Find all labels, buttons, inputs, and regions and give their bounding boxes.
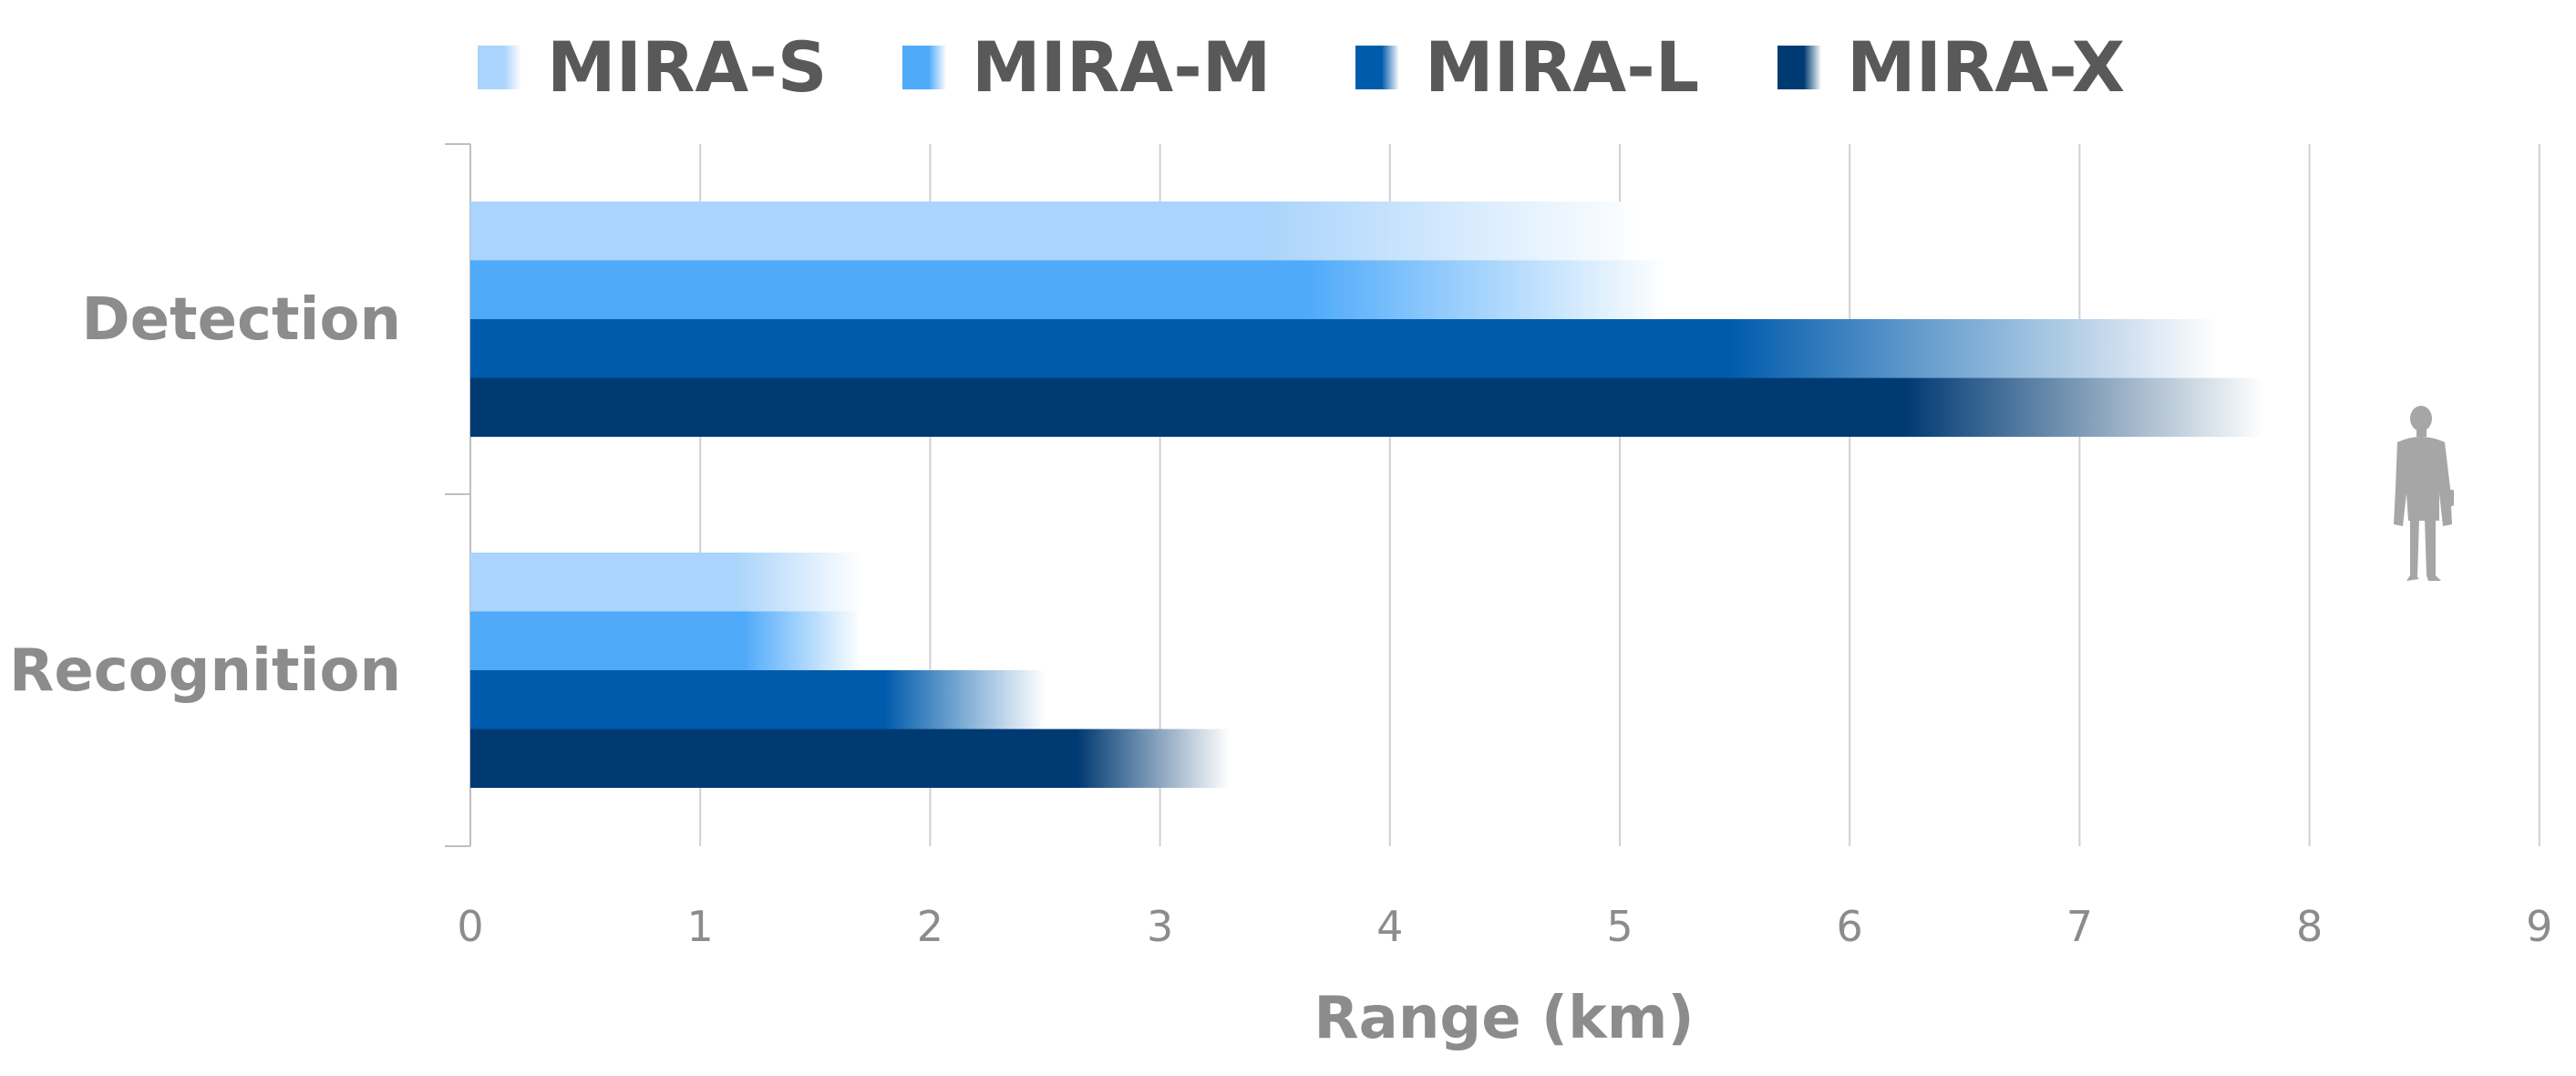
bar-mira-m-detection (470, 260, 1666, 319)
legend-label: MIRA-S (547, 26, 828, 108)
bars (470, 202, 2264, 788)
bar-mira-x-recognition (470, 729, 1230, 788)
legend-item: MIRA-M (902, 26, 1271, 108)
x-tick-label: 3 (1147, 902, 1173, 951)
x-axis-title: Range (km) (1314, 985, 1694, 1052)
legend-swatch (1777, 46, 1821, 89)
bar-mira-x-detection (470, 378, 2264, 437)
bar-mira-s-recognition (470, 553, 861, 612)
category-labels: Detection Recognition (9, 286, 401, 705)
legend-label: MIRA-L (1425, 26, 1699, 108)
y-axis (445, 143, 471, 847)
bar-mira-s-detection (470, 202, 1643, 261)
legend: MIRA-S MIRA-M MIRA-L MIRA-X (478, 26, 2125, 108)
category-label: Detection (81, 286, 401, 354)
x-tick-labels: 0 1 2 3 4 5 6 7 8 9 (457, 902, 2552, 951)
x-tick-label: 7 (2066, 902, 2093, 951)
legend-label: MIRA-M (972, 26, 1271, 108)
legend-swatch (1355, 46, 1399, 89)
x-tick-label: 6 (1837, 902, 1863, 951)
bar-mira-l-detection (470, 319, 2218, 378)
x-tick-label: 2 (917, 902, 943, 951)
x-tick-label: 0 (457, 902, 483, 951)
legend-item: MIRA-X (1777, 26, 2125, 108)
bar-mira-m-recognition (470, 611, 861, 670)
x-tick-label: 4 (1376, 902, 1403, 951)
legend-swatch (478, 46, 521, 89)
x-tick-label: 5 (1606, 902, 1633, 951)
legend-label: MIRA-X (1847, 26, 2125, 108)
x-tick-label: 9 (2526, 902, 2552, 951)
legend-item: MIRA-L (1355, 26, 1699, 108)
x-tick-label: 8 (2296, 902, 2323, 951)
bar-mira-l-recognition (470, 670, 1046, 729)
legend-swatch (902, 46, 946, 89)
category-label: Recognition (9, 637, 401, 705)
x-tick-label: 1 (687, 902, 714, 951)
legend-item: MIRA-S (478, 26, 828, 108)
person-silhouette-icon (2394, 406, 2454, 581)
